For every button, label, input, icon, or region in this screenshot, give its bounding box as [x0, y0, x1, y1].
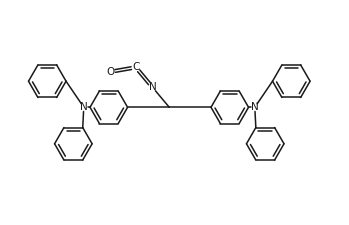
Text: N: N	[80, 102, 88, 112]
Text: N: N	[149, 82, 156, 92]
Text: O: O	[106, 67, 114, 77]
Text: C: C	[132, 62, 140, 72]
Text: N: N	[251, 102, 259, 112]
